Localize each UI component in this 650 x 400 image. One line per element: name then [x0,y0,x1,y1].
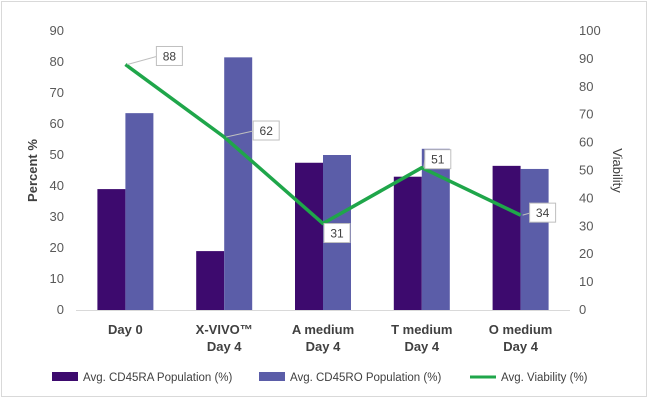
data-label-box [529,202,557,223]
y-tick-label: 80 [50,54,64,69]
y-axis-title: Percent % [25,139,40,202]
y-tick-label: 40 [50,178,64,193]
y2-tick-label: 0 [579,302,586,317]
viability-data-label: 88 [163,49,177,63]
legend-label: Avg. CD45RA Population (%) [83,372,233,384]
data-label-box [323,223,351,244]
y-tick-label: 70 [50,85,64,100]
y2-tick-label: 40 [579,190,593,205]
viability-data-label: 51 [431,153,445,167]
y-tick-label: 30 [50,209,64,224]
x-tick-label: Day 0 [108,322,143,337]
x-tick-label: O medium [489,322,553,337]
y-tick-label: 90 [50,23,64,38]
data-label-box [424,149,452,170]
y2-tick-label: 10 [579,274,593,289]
bar-cd45ra-4 [492,165,521,310]
y-tick-label: 10 [50,271,64,286]
data-label-box [252,120,280,141]
viability-line [124,63,522,226]
y2-tick-label: 50 [579,163,593,178]
x-tick-label: T medium [391,322,452,337]
bar-cd45ro-4 [520,168,549,310]
bar-cd45ra-1 [196,251,225,310]
viability-data-label: 62 [260,124,274,138]
y-tick-label: 0 [57,302,64,317]
data-label-leader [127,55,157,65]
y2-tick-label: 80 [579,79,593,94]
viability-data-label: 31 [330,227,344,241]
legend-label: Avg. CD45RO Population (%) [290,372,441,384]
legend-label: Avg. Viability (%) [501,372,588,384]
legend-swatch-1 [259,372,285,381]
viability-data-label: 34 [536,206,550,220]
legend-swatch-0 [52,372,78,381]
x-tick-label: Day 4 [503,339,538,354]
y2-tick-label: 90 [579,51,593,66]
data-label-box [155,45,183,66]
y-tick-label: 60 [50,116,64,131]
data-label-leader [226,130,254,138]
y2-tick-label: 30 [579,218,593,233]
y2-axis-title: Viability [610,148,625,193]
x-tick-label: X-VIVO™ [196,322,253,337]
y-tick-label: 50 [50,147,64,162]
y2-tick-label: 70 [579,107,593,122]
y2-tick-label: 20 [579,246,593,261]
bar-cd45ra-0 [97,189,126,310]
y2-tick-label: 60 [579,135,593,150]
data-label-leader [522,212,530,216]
x-tick-label: Day 4 [207,339,242,354]
bar-cd45ro-1 [224,57,253,310]
bar-cd45ra-3 [393,176,422,310]
y2-tick-label: 100 [579,23,601,38]
x-tick-label: Day 4 [306,339,341,354]
y-tick-label: 20 [50,240,64,255]
bar-cd45ra-2 [295,162,323,310]
bar-cd45ro-0 [125,113,154,311]
x-tick-label: A medium [292,322,354,337]
x-tick-label: Day 4 [404,339,439,354]
